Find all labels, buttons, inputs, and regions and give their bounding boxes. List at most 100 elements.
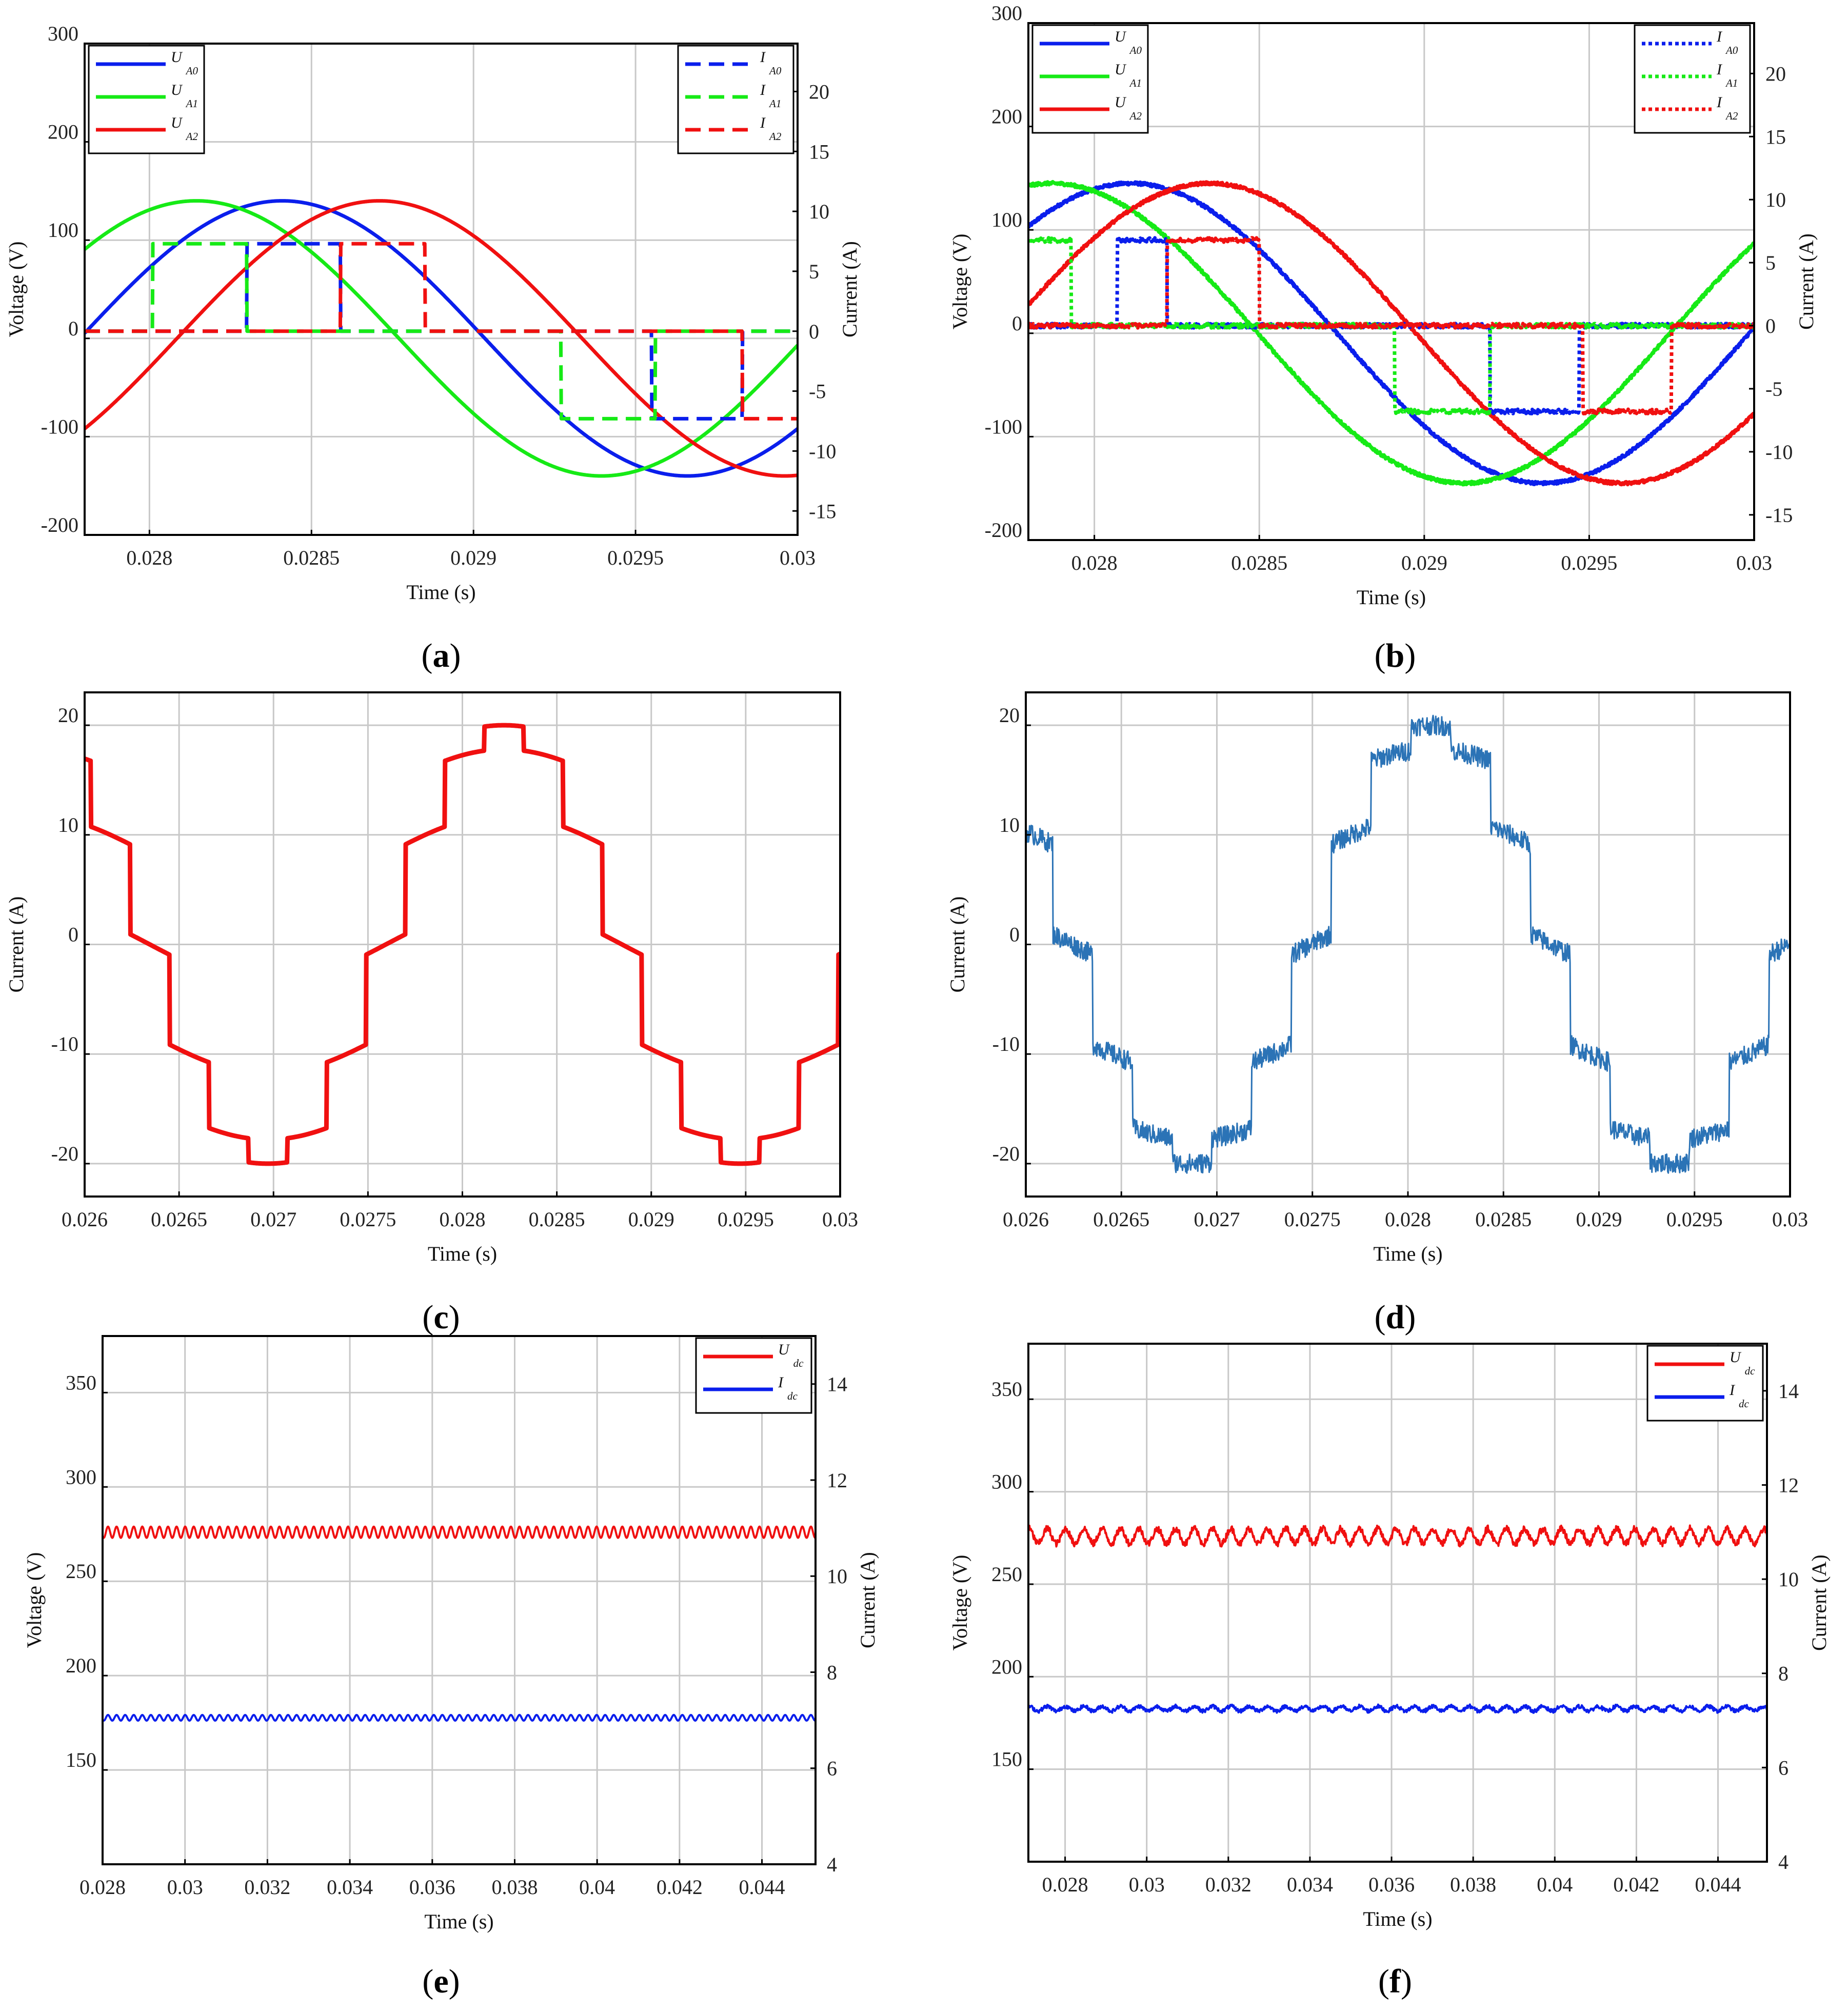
x-tick-label: 0.0265 bbox=[1093, 1208, 1149, 1231]
panel-caption: (b) bbox=[1375, 637, 1416, 674]
y-tick-label: 20 bbox=[999, 704, 1020, 727]
x-tick-label: 0.036 bbox=[409, 1876, 455, 1899]
x-tick-label: 0.0265 bbox=[151, 1208, 207, 1231]
series-group bbox=[85, 199, 798, 478]
x-tick-label: 0.029 bbox=[1401, 551, 1447, 574]
series-IA2 bbox=[85, 242, 798, 421]
chart-panel-b: 0.028 0.0285 0.029 0.0295 0.03-200-100010020… bbox=[948, 2, 1818, 609]
x-tick-label: 0.028 bbox=[440, 1208, 486, 1231]
x-tick-label: 0.0295 bbox=[1666, 1208, 1723, 1231]
x-axis-label: Time (s) bbox=[406, 581, 475, 604]
x-tick-label: 0.0295 bbox=[718, 1208, 774, 1231]
y2-tick-label: -10 bbox=[1765, 441, 1793, 464]
y-tick-label: 200 bbox=[48, 121, 78, 144]
x-tick-label: 0.0285 bbox=[1475, 1208, 1532, 1231]
y-tick-label: -200 bbox=[985, 519, 1022, 542]
series-UA1 bbox=[85, 199, 798, 478]
x-tick-label: 0.029 bbox=[450, 546, 496, 569]
legend-label: IA1 bbox=[1716, 61, 1738, 89]
y-tick-label: 150 bbox=[991, 1748, 1022, 1771]
x-tick-label: 0.038 bbox=[491, 1876, 538, 1899]
y-tick-label: 250 bbox=[66, 1560, 96, 1583]
x-tick-label: 0.034 bbox=[1287, 1873, 1333, 1896]
y2-tick-label: -5 bbox=[1765, 377, 1782, 401]
series-group bbox=[1028, 180, 1754, 487]
y2-tick-label: 14 bbox=[1778, 1380, 1799, 1403]
legend-box bbox=[695, 1337, 812, 1414]
y-tick-label: -10 bbox=[51, 1032, 78, 1055]
y2-axis-label: Current (A) bbox=[856, 1552, 879, 1648]
y-tick-label: 0 bbox=[1009, 923, 1020, 946]
y-tick-label: -100 bbox=[41, 415, 78, 438]
series-Udc bbox=[1028, 1524, 1767, 1548]
y-tick-label: 0 bbox=[68, 317, 78, 340]
legend-current: IA0 IA1 IA2 bbox=[1634, 24, 1751, 134]
x-tick-label: 0.026 bbox=[1003, 1208, 1049, 1231]
y2-tick-label: 10 bbox=[827, 1565, 847, 1588]
chart-panel-d: 0.026 0.0265 0.027 0.0275 0.028 0.0285 0.029 0.… bbox=[946, 691, 1808, 1265]
series-group bbox=[85, 723, 840, 1166]
x-tick-label: 0.032 bbox=[244, 1876, 290, 1899]
y2-axis-label: Current (A) bbox=[1807, 1554, 1831, 1651]
x-tick-label: 0.028 bbox=[80, 1876, 126, 1899]
legend-label: UA1 bbox=[1115, 61, 1142, 89]
series-IA2 bbox=[1028, 236, 1754, 415]
x-tick-label: 0.03 bbox=[1129, 1873, 1165, 1896]
y-tick-label: 0 bbox=[1012, 312, 1022, 335]
panel-caption: (e) bbox=[422, 1963, 460, 2000]
y2-tick-label: 20 bbox=[1765, 62, 1786, 85]
y-tick-label: -20 bbox=[992, 1142, 1020, 1165]
x-tick-label: 0.044 bbox=[739, 1876, 785, 1899]
series-group bbox=[1026, 714, 1790, 1174]
chart-panel-c: 0.026 0.0265 0.027 0.0275 0.028 0.0285 0.029 0.… bbox=[5, 691, 858, 1265]
y-tick-label: 200 bbox=[991, 105, 1022, 128]
series-group bbox=[1028, 1524, 1767, 1714]
x-axis-label: Time (s) bbox=[428, 1242, 497, 1265]
plot-frame bbox=[102, 1335, 817, 1865]
x-tick-label: 0.028 bbox=[126, 546, 172, 569]
plot-area bbox=[1028, 23, 1754, 540]
x-tick-label: 0.0295 bbox=[1561, 551, 1617, 574]
legend-label: Udc bbox=[1730, 1349, 1755, 1377]
y2-tick-label: 4 bbox=[827, 1853, 837, 1876]
y2-tick-label: 15 bbox=[1765, 125, 1786, 148]
legend-current: IA0 IA1 IA2 bbox=[677, 45, 794, 154]
x-tick-label: 0.027 bbox=[1194, 1208, 1240, 1231]
chart-panel-e: 0.028 0.03 0.032 0.034 0.036 0.038 0.04 0.042 0.… bbox=[23, 1335, 879, 1933]
series-UA0 bbox=[85, 199, 798, 478]
legend-label: IA2 bbox=[760, 114, 782, 143]
y-tick-label: 150 bbox=[66, 1748, 96, 1771]
x-tick-label: 0.028 bbox=[1385, 1208, 1431, 1231]
y-tick-label: -100 bbox=[985, 415, 1022, 438]
series-group bbox=[103, 1525, 816, 1722]
plot-area bbox=[103, 1336, 816, 1864]
x-tick-label: 0.038 bbox=[1450, 1873, 1496, 1896]
y2-tick-label: 0 bbox=[809, 320, 819, 343]
x-tick-label: 0.03 bbox=[1736, 551, 1772, 574]
x-tick-label: 0.028 bbox=[1042, 1873, 1088, 1896]
y2-tick-label: -15 bbox=[1765, 504, 1793, 527]
y-tick-label: 200 bbox=[991, 1655, 1022, 1678]
panel-caption: (a) bbox=[422, 637, 461, 674]
y2-tick-label: -5 bbox=[809, 380, 826, 403]
legend-label: UA0 bbox=[1115, 28, 1142, 56]
panel-caption: (c) bbox=[422, 1299, 460, 1336]
x-tick-label: 0.0285 bbox=[1231, 551, 1287, 574]
x-axis-label: Time (s) bbox=[1363, 1907, 1432, 1930]
y-tick-label: -10 bbox=[992, 1032, 1020, 1055]
y2-axis-label: Current (A) bbox=[838, 241, 861, 337]
legend-box bbox=[1646, 1345, 1764, 1422]
y2-tick-label: 10 bbox=[1778, 1568, 1799, 1591]
legend-voltage: UA0 UA1 UA2 bbox=[88, 45, 205, 154]
y-axis-label: Voltage (V) bbox=[23, 1552, 46, 1648]
y-axis-label: Voltage (V) bbox=[5, 242, 28, 337]
y2-tick-label: 10 bbox=[1765, 188, 1786, 211]
x-axis-label: Time (s) bbox=[424, 1910, 493, 1933]
y2-tick-label: 15 bbox=[809, 140, 829, 163]
y-tick-label: 350 bbox=[991, 1378, 1022, 1401]
y-axis-label: Current (A) bbox=[5, 896, 28, 993]
y-tick-label: 300 bbox=[991, 1470, 1022, 1493]
plot-frame bbox=[1027, 1343, 1768, 1863]
y-tick-label: 0 bbox=[68, 923, 78, 946]
x-tick-label: 0.03 bbox=[1772, 1208, 1808, 1231]
